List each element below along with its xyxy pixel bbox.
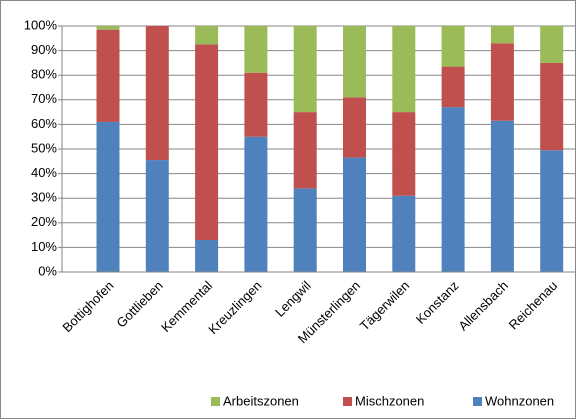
y-tick-label: 20% [31, 214, 57, 229]
y-tick-label: 80% [31, 67, 57, 82]
bar-segment [96, 29, 120, 122]
legend-label: Wohnzonen [485, 393, 554, 408]
bar-segment [244, 72, 268, 137]
bar-segment [392, 26, 416, 113]
bar-segment [392, 195, 416, 272]
y-tick-label: 100% [24, 17, 58, 32]
bar-segment [490, 26, 514, 44]
legend-label: Arbeitszonen [223, 393, 299, 408]
y-tick-label: 30% [31, 190, 57, 205]
bar-segment [441, 107, 465, 273]
bar-segment [244, 136, 268, 272]
bar-segment [96, 26, 120, 30]
bar-segment [244, 26, 268, 73]
bar-segment [195, 44, 219, 241]
bar-segment [540, 150, 564, 272]
bar-segment [540, 62, 564, 151]
bar-segment [293, 188, 317, 272]
bar-segment [441, 66, 465, 108]
bar-segment [490, 43, 514, 121]
bar-segment [145, 26, 169, 161]
y-tick-label: 60% [31, 116, 57, 131]
bar-segment [195, 26, 219, 45]
legend-swatch [211, 397, 220, 406]
y-tick-label: 70% [31, 91, 57, 106]
bar-segment [293, 26, 317, 113]
y-tick-label: 40% [31, 165, 57, 180]
bar-segment [441, 26, 465, 67]
legend-swatch [343, 397, 352, 406]
y-tick-label: 10% [31, 239, 57, 254]
bar-segment [343, 97, 366, 158]
bar-segment [343, 157, 366, 272]
legend-label: Mischzonen [355, 393, 424, 408]
bar-segment [145, 160, 169, 272]
bar-segment [96, 121, 120, 272]
legend-swatch [473, 397, 482, 406]
bar-segment [392, 112, 416, 196]
bar-segment [490, 120, 514, 273]
y-tick-label: 90% [31, 42, 57, 57]
bar-segment [540, 26, 564, 63]
bar-segment [343, 26, 366, 98]
y-tick-label: 0% [38, 263, 57, 278]
bar-segment [195, 240, 219, 272]
y-tick-label: 50% [31, 140, 57, 155]
bar-segment [293, 112, 317, 189]
